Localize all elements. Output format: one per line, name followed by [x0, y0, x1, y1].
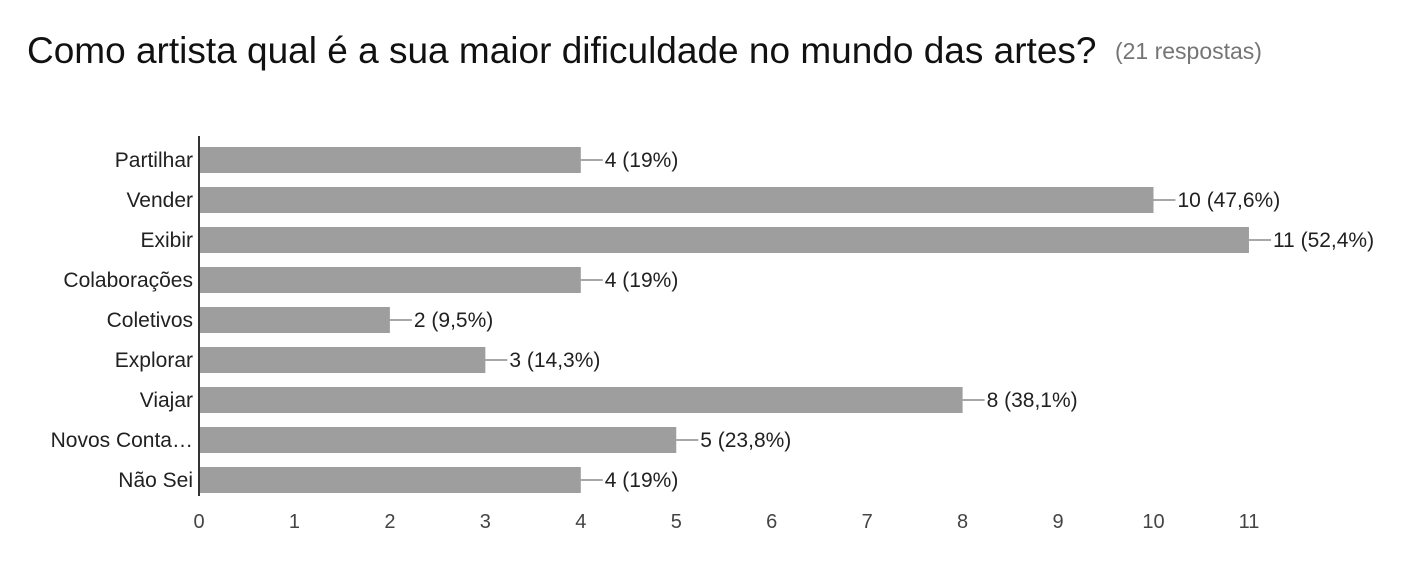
category-label: Explorar: [115, 349, 193, 372]
x-tick-label: 5: [671, 511, 682, 533]
category-label: Partilhar: [115, 149, 193, 172]
bar: [199, 267, 581, 293]
x-tick-label: 8: [957, 511, 968, 533]
data-label: 10 (47,6%): [1178, 189, 1281, 212]
category-label: Coletivos: [107, 309, 193, 332]
data-label: 5 (23,8%): [700, 429, 791, 452]
bar: [199, 147, 581, 173]
bar: [199, 467, 581, 493]
data-label: 3 (14,3%): [509, 349, 600, 372]
category-label: Viajar: [140, 389, 193, 412]
data-label: 11 (52,4%): [1273, 229, 1374, 252]
x-tick-label: 3: [480, 511, 491, 533]
data-label: 2 (9,5%): [414, 309, 493, 332]
x-tick-label: 4: [575, 511, 586, 533]
category-label: Vender: [126, 189, 193, 212]
category-label: Exibir: [140, 229, 193, 252]
category-label: Não Sei: [118, 469, 193, 492]
data-label: 4 (19%): [605, 469, 679, 492]
chart-title: Como artista qual é a sua maior dificuld…: [27, 30, 1097, 71]
bar: [199, 427, 677, 453]
bar: [199, 227, 1249, 253]
x-tick-label: 9: [1052, 511, 1063, 533]
data-label: 4 (19%): [605, 149, 679, 172]
data-label: 4 (19%): [605, 269, 679, 292]
x-tick-label: 1: [289, 511, 300, 533]
category-label: Colaborações: [63, 269, 193, 292]
bar: [199, 387, 963, 413]
data-label: 8 (38,1%): [987, 389, 1078, 412]
x-tick-label: 11: [1239, 511, 1260, 533]
bar: [199, 187, 1154, 213]
x-tick-label: 10: [1142, 511, 1164, 533]
bar: [199, 307, 390, 333]
x-tick-label: 0: [193, 511, 204, 533]
chart-header: Como artista qual é a sua maior dificuld…: [27, 30, 1262, 80]
response-count: (21 respostas): [1114, 37, 1262, 64]
x-tick-label: 2: [384, 511, 395, 533]
x-tick-label: 7: [862, 511, 873, 533]
category-label: Novos Conta…: [51, 429, 193, 452]
bar: [199, 347, 486, 373]
x-tick-label: 6: [766, 511, 777, 533]
